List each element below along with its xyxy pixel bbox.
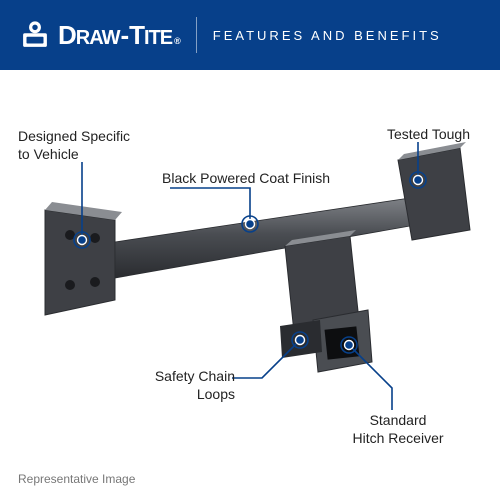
callout-coat: Black Powered Coat Finish [162, 170, 362, 188]
brand-seg-d: ITE [144, 27, 172, 50]
header-subtitle: FEATURES AND BENEFITS [213, 28, 442, 43]
callout-chain-l1: Safety Chain [155, 368, 235, 384]
callout-tested: Tested Tough [350, 126, 470, 144]
brand-seg-b: RAW [76, 27, 120, 50]
callout-receiver-l1: Standard [370, 412, 427, 428]
brand-logo: D RAW - T ITE ® [18, 18, 180, 52]
callout-chain: Safety Chain Loops [140, 368, 235, 403]
callout-designed: Designed Specific to Vehicle [18, 128, 168, 163]
footer-note: Representative Image [18, 472, 135, 486]
header-bar: D RAW - T ITE ® FEATURES AND BENEFITS [0, 0, 500, 70]
callout-tested-l1: Tested Tough [387, 126, 470, 142]
brand-hyphen: - [120, 20, 128, 51]
callout-receiver: Standard Hitch Receiver [338, 412, 458, 447]
callout-designed-l1: Designed Specific [18, 128, 130, 144]
brand-seg-a: D [58, 20, 76, 51]
brand-seg-c: T [129, 20, 144, 51]
callout-chain-l2: Loops [197, 386, 235, 402]
registered-icon: ® [174, 36, 180, 46]
callout-receiver-l2: Hitch Receiver [352, 430, 443, 446]
brand-text: D RAW - T ITE ® [58, 20, 180, 51]
header-divider [196, 17, 197, 53]
callout-designed-l2: to Vehicle [18, 146, 79, 162]
hitch-ball-icon [18, 18, 52, 52]
callout-coat-l1: Black Powered Coat Finish [162, 170, 330, 186]
diagram-stage: Designed Specific to Vehicle Black Power… [0, 70, 500, 500]
